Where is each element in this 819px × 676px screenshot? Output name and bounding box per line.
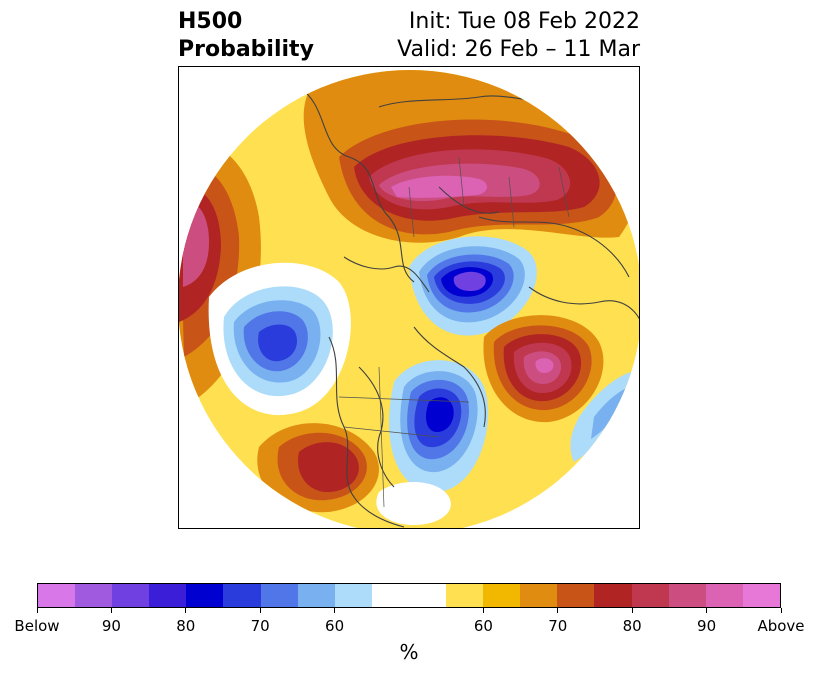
colorbar-tick	[334, 608, 335, 613]
colorbar-segment	[371, 584, 409, 607]
colorbar-tick	[632, 608, 633, 613]
colorbar-segment	[408, 584, 447, 607]
colorbar-tick	[111, 608, 112, 613]
colorbar-tick-label: 90	[697, 617, 717, 635]
colorbar-tick	[260, 608, 261, 613]
colorbar-segment	[186, 584, 224, 607]
colorbar-segment	[742, 584, 780, 607]
colorbar-segment	[557, 584, 595, 607]
borders	[338, 156, 570, 508]
colorbar-tick	[483, 608, 484, 613]
colorbar-segment	[705, 584, 743, 607]
colorbar-segment	[334, 584, 372, 607]
colorbar-segment	[594, 584, 632, 607]
colorbar-segment	[38, 584, 76, 607]
map-title: H500 Probability	[178, 8, 314, 64]
colorbar-tick	[185, 608, 186, 613]
colorbar-tick	[557, 608, 558, 613]
polar-map	[178, 66, 640, 529]
probability-field	[179, 70, 639, 528]
colorbar-segment	[75, 584, 113, 607]
valid-range: Valid: 26 Feb – 11 Mar	[397, 37, 640, 62]
colorbar-segment	[260, 584, 298, 607]
colorbar-tick-label: 70	[548, 617, 568, 635]
colorbar-segment	[112, 584, 150, 607]
map-dates: Init: Tue 08 Feb 2022 Valid: 26 Feb – 11…	[397, 8, 640, 64]
colorbar-tick-label: 70	[250, 617, 270, 635]
colorbar-segment	[223, 584, 261, 607]
colorbar-tick-label: 80	[176, 617, 196, 635]
colorbar-segment	[520, 584, 558, 607]
colorbar-tick	[37, 608, 38, 613]
colorbar-tick-label: Below	[14, 617, 60, 635]
colorbar-tick-label: 80	[622, 617, 642, 635]
colorbar-segment	[483, 584, 521, 607]
init-date: Init: Tue 08 Feb 2022	[408, 9, 640, 34]
colorbar-tick-label: 60	[325, 617, 345, 635]
colorbar-tick-label: Above	[757, 617, 805, 635]
colorbar-segment	[446, 584, 484, 607]
colorbar-tick-label: 90	[101, 617, 121, 635]
colorbar-segment	[149, 584, 187, 607]
colorbar-segment	[297, 584, 335, 607]
title-variable: H500	[178, 9, 243, 34]
colorbar-unit: %	[399, 640, 419, 664]
colorbar-tick	[781, 608, 782, 613]
colorbar-tick-label: 60	[473, 617, 493, 635]
title-type: Probability	[178, 37, 314, 62]
neutral-south	[376, 481, 451, 525]
colorbar-tick	[706, 608, 707, 613]
colorbar	[37, 583, 781, 608]
colorbar-segment	[631, 584, 669, 607]
colorbar-segment	[668, 584, 706, 607]
